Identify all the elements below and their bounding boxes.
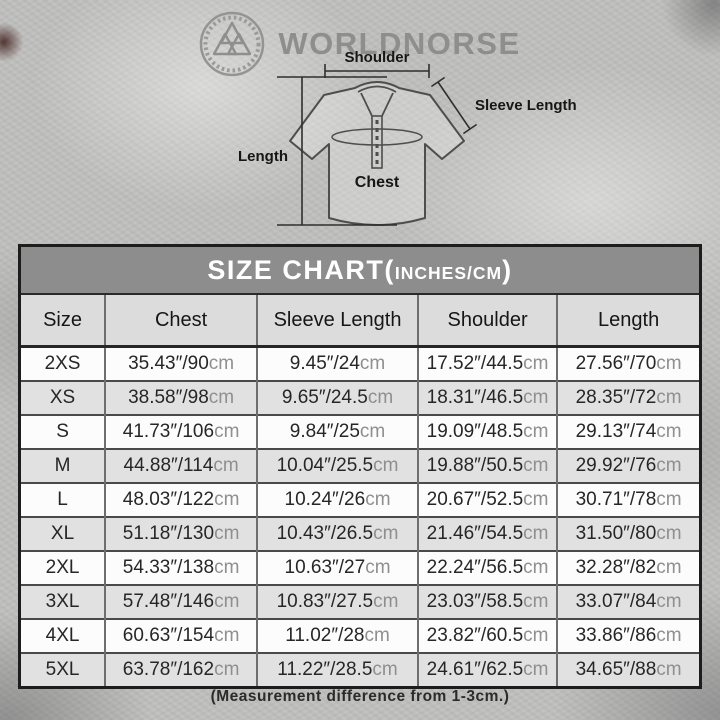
chest-measure-ellipse <box>331 128 423 146</box>
column-header: Size <box>21 295 106 347</box>
measurement-cell: 44.88″/114cm <box>104 448 258 483</box>
measurement-cell: 23.82″/60.5cm <box>416 618 558 653</box>
measurement-cell: 33.07″/84cm <box>556 584 699 619</box>
measurement-cell: 19.09″/48.5cm <box>416 414 558 449</box>
title-unit: INCHES/CM <box>394 263 503 283</box>
measurement-cell: 31.50″/80cm <box>556 516 699 551</box>
measurement-cell: 48.03″/122cm <box>104 482 258 517</box>
column-header: Shoulder <box>416 295 558 347</box>
size-cell: 4XL <box>21 618 106 653</box>
size-cell: M <box>21 448 106 483</box>
title-close: ) <box>502 255 513 285</box>
table-row: S 41.73″/106cm 9.84″/25cm 19.09″/48.5cm 29.1… <box>21 414 699 449</box>
measurement-cell: 41.73″/106cm <box>104 414 258 449</box>
table-row: 2XL 54.33″/138cm 10.63″/27cm 22.24″/56.5cm 3… <box>21 550 699 585</box>
table-row: 5XL 63.78″/162cm 11.22″/28.5cm 24.61″/62.5c… <box>21 652 699 686</box>
brand-name: WORLDNORSE <box>278 26 521 61</box>
measurement-cell: 9.84″/25cm <box>256 414 418 449</box>
diagram-label-sleeve-length: Sleeve Length <box>475 97 577 114</box>
measure-lines <box>277 64 478 226</box>
size-cell: 2XS <box>21 345 106 381</box>
size-cell: 3XL <box>21 584 106 619</box>
measurement-cell: 9.65″/24.5cm <box>256 380 418 415</box>
title-main: SIZE CHART( <box>207 255 395 285</box>
size-cell: 2XL <box>21 550 106 585</box>
measurement-cell: 30.71″/78cm <box>556 482 699 517</box>
shirt-collar-placket-icon <box>357 85 397 169</box>
measurement-cell: 11.22″/28.5cm <box>256 652 418 686</box>
measurement-footnote: (Measurement difference from 1-3cm.) <box>210 688 510 705</box>
table-row: 2XS 35.43″/90cm 9.45″/24cm 17.52″/44.5cm 27.… <box>21 345 699 381</box>
measurement-cell: 23.03″/58.5cm <box>416 584 558 619</box>
measurement-cell: 19.88″/50.5cm <box>416 448 558 483</box>
measurement-cell: 10.43″/26.5cm <box>256 516 418 551</box>
shirt-buttons-icon <box>375 120 379 164</box>
size-cell: S <box>21 414 106 449</box>
table-row: XL 51.18″/130cm 10.43″/26.5cm 21.46″/54.5cm… <box>21 516 699 551</box>
column-header: Length <box>556 295 699 347</box>
measurement-cell: 24.61″/62.5cm <box>416 652 558 686</box>
measurement-cell: 18.31″/46.5cm <box>416 380 558 415</box>
measurement-cell: 33.86″/86cm <box>556 618 699 653</box>
measurement-cell: 54.33″/138cm <box>104 550 258 585</box>
measurement-cell: 27.56″/70cm <box>556 345 699 381</box>
measurement-cell: 20.67″/52.5cm <box>416 482 558 517</box>
measurement-cell: 28.35″/72cm <box>556 380 699 415</box>
size-cell: XS <box>21 380 106 415</box>
table-row: L 48.03″/122cm 10.24″/26cm 20.67″/52.5cm 30.… <box>21 482 699 517</box>
table-row: XS 38.58″/98cm 9.65″/24.5cm 18.31″/46.5cm 28… <box>21 380 699 415</box>
measurement-cell: 10.63″/27cm <box>256 550 418 585</box>
column-header: Sleeve Length <box>256 295 418 347</box>
measurement-cell: 10.83″/27.5cm <box>256 584 418 619</box>
valknut-logo-icon <box>200 11 265 77</box>
size-cell: L <box>21 482 106 517</box>
measurement-cell: 35.43″/90cm <box>104 345 258 381</box>
table-header-row: Size Chest Sleeve Length Shoulder Length <box>21 295 699 347</box>
brand-header: WORLDNORSE <box>0 8 720 80</box>
measurement-cell: 29.92″/76cm <box>556 448 699 483</box>
column-header: Chest <box>104 295 258 347</box>
shirt-measurement-diagram: Shoulder Sleeve Length Length Chest <box>225 48 585 238</box>
measurement-cell: 10.04″/25.5cm <box>256 448 418 483</box>
measurement-cell: 60.63″/154cm <box>104 618 258 653</box>
measurement-cell: 38.58″/98cm <box>104 380 258 415</box>
measurement-cell: 17.52″/44.5cm <box>416 345 558 381</box>
size-table: Size Chest Sleeve Length Shoulder Length 2XS… <box>21 295 699 686</box>
measurement-cell: 9.45″/24cm <box>256 345 418 381</box>
measurement-cell: 21.46″/54.5cm <box>416 516 558 551</box>
table-row: 3XL 57.48″/146cm 10.83″/27.5cm 23.03″/58.5c… <box>21 584 699 619</box>
size-cell: 5XL <box>21 652 106 686</box>
measurement-cell: 10.24″/26cm <box>256 482 418 517</box>
measurement-cell: 22.24″/56.5cm <box>416 550 558 585</box>
size-chart: SIZE CHART(INCHES/CM) Size Chest Sleeve Le… <box>18 244 702 689</box>
measurement-cell: 51.18″/130cm <box>104 516 258 551</box>
measurement-cell: 11.02″/28cm <box>256 618 418 653</box>
measurement-cell: 32.28″/82cm <box>556 550 699 585</box>
diagram-label-length: Length <box>238 148 288 165</box>
measurement-cell: 63.78″/162cm <box>104 652 258 686</box>
size-chart-title: SIZE CHART(INCHES/CM) <box>21 247 699 295</box>
table-row: M 44.88″/114cm 10.04″/25.5cm 19.88″/50.5cm 2… <box>21 448 699 483</box>
measurement-cell: 57.48″/146cm <box>104 584 258 619</box>
measurement-cell: 29.13″/74cm <box>556 414 699 449</box>
diagram-label-chest: Chest <box>355 174 400 191</box>
table-row: 4XL 60.63″/154cm 11.02″/28cm 23.82″/60.5cm 3… <box>21 618 699 653</box>
measurement-cell: 34.65″/88cm <box>556 652 699 686</box>
size-cell: XL <box>21 516 106 551</box>
diagram-label-shoulder: Shoulder <box>344 49 409 66</box>
